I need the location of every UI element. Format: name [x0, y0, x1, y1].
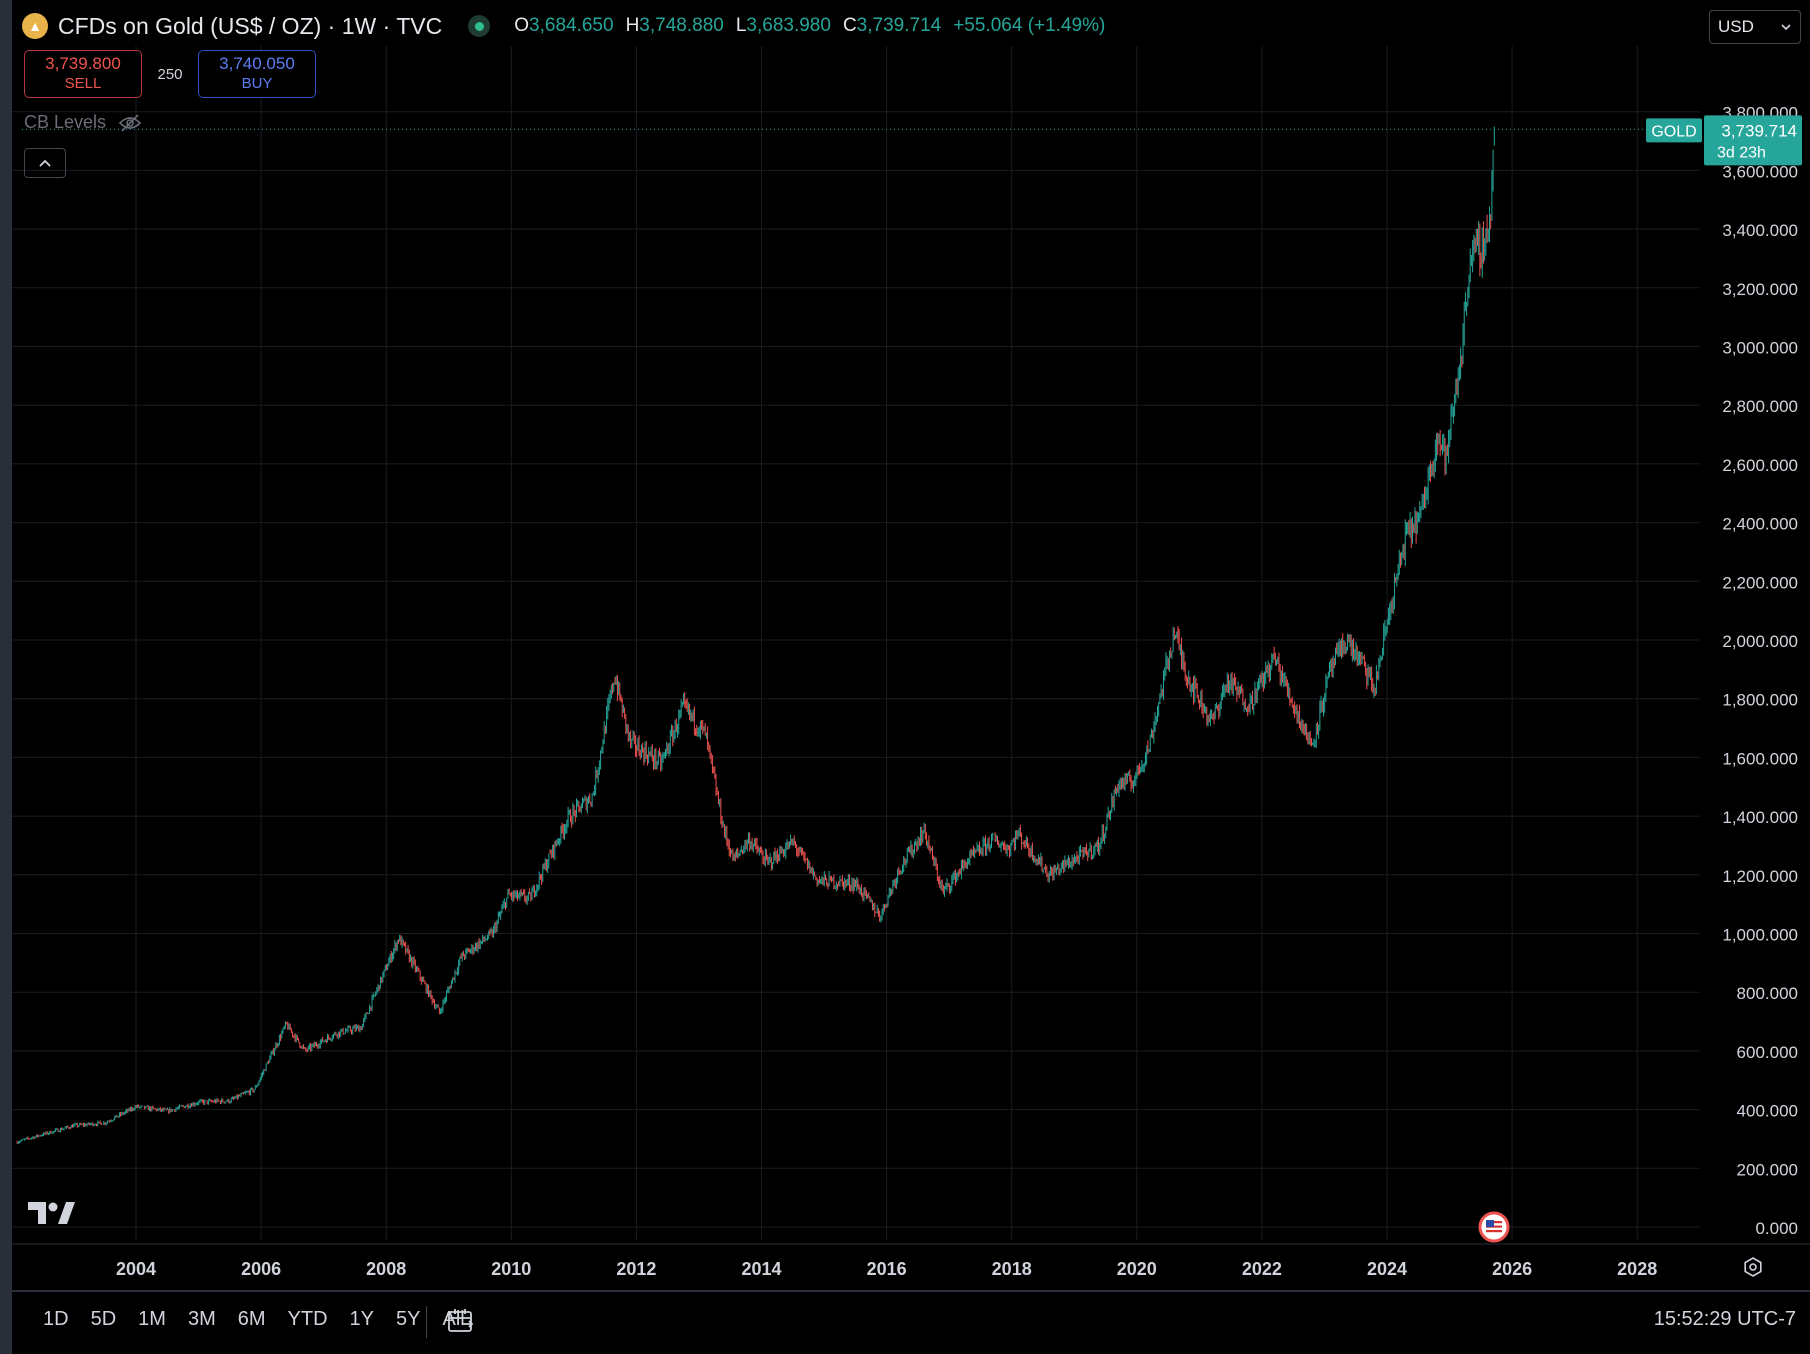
price-tick-label: 600.000 [1737, 1043, 1798, 1062]
range-6m-button[interactable]: 6M [237, 1308, 266, 1330]
high-value: 3,748.880 [639, 15, 724, 36]
collapse-legend-button[interactable] [24, 148, 66, 178]
change-value: +55.064 (+1.49%) [953, 15, 1106, 36]
price-tag-bg [1704, 115, 1802, 166]
price-tick-label: 2,800.000 [1722, 397, 1798, 416]
low-value: 3,683.980 [746, 15, 831, 36]
symbol-tag-label: GOLD [1651, 123, 1696, 140]
buy-label: BUY [241, 75, 273, 92]
range-ytd-button[interactable]: YTD [287, 1308, 328, 1330]
currency-select[interactable]: USD [1709, 10, 1801, 44]
chevron-up-icon [39, 159, 51, 167]
price-tick-label: 1,000.000 [1722, 926, 1798, 945]
ohlc-values: O3,684.650 H3,748.880 L3,683.980 C3,739.… [514, 15, 1105, 37]
range-1m-button[interactable]: 1M [138, 1308, 166, 1330]
candle-series [16, 126, 1495, 1145]
time-tick-label: 2010 [491, 1259, 531, 1279]
bar-countdown: 3d 23h [1717, 144, 1766, 161]
range-all-button[interactable]: All [442, 1308, 465, 1330]
high-label: H [625, 15, 640, 36]
sell-label: SELL [64, 75, 102, 92]
time-tick-label: 2022 [1242, 1259, 1282, 1279]
close-label: C [842, 15, 857, 36]
price-tick-label: 3,400.000 [1722, 221, 1798, 240]
open-label: O [514, 15, 530, 36]
time-tick-label: 2004 [116, 1259, 156, 1279]
price-tick-label: 2,600.000 [1722, 456, 1798, 475]
price-tag-value: 3,739.714 [1721, 121, 1797, 140]
sell-price: 3,739.800 [45, 54, 121, 73]
sell-button[interactable]: 3,739.800 SELL [24, 50, 142, 98]
buy-price: 3,740.050 [219, 54, 295, 73]
time-tick-label: 2014 [741, 1259, 781, 1279]
chevron-down-icon [1781, 24, 1791, 31]
price-tick-label: 800.000 [1737, 984, 1798, 1003]
time-tick-label: 2008 [366, 1259, 406, 1279]
buy-button[interactable]: 3,740.050 BUY [198, 50, 316, 98]
price-tick-label: 3,000.000 [1722, 339, 1798, 358]
currency-value: USD [1718, 17, 1754, 36]
timezone-clock[interactable]: 15:52:29 UTC-7 [1653, 1308, 1796, 1330]
trade-panel: 3,739.800 SELL 250 3,740.050 BUY [24, 50, 316, 98]
price-tick-label: 2,400.000 [1722, 515, 1798, 534]
price-tick-label: 1,600.000 [1722, 749, 1798, 768]
chart-grid [12, 46, 1700, 1240]
us-flag-event-icon[interactable] [1478, 1211, 1510, 1243]
calendar-goto-icon[interactable] [446, 1306, 476, 1336]
price-tick-label: 2,200.000 [1722, 573, 1798, 592]
price-tick-label: 200.000 [1737, 1160, 1798, 1179]
time-tick-label: 2026 [1492, 1259, 1532, 1279]
price-tick-label: 1,400.000 [1722, 808, 1798, 827]
spread-value: 250 [157, 65, 183, 83]
price-tick-label: 1,200.000 [1722, 867, 1798, 886]
chart-header: ▲ CFDs on Gold (US$ / OZ) · 1W · TVC O3,… [22, 10, 1105, 42]
market-status-icon[interactable] [468, 15, 491, 37]
time-tick-label: 2006 [241, 1259, 281, 1279]
price-tick-label: 3,600.000 [1722, 162, 1798, 181]
range-3m-button[interactable]: 3M [187, 1308, 216, 1330]
toolbar-divider [426, 1306, 427, 1338]
close-value: 3,739.714 [856, 15, 942, 36]
range-1d-button[interactable]: 1D [43, 1308, 69, 1330]
range-5d-button[interactable]: 5D [90, 1308, 117, 1330]
time-tick-label: 2024 [1367, 1259, 1407, 1279]
open-value: 3,684.650 [529, 15, 614, 36]
price-tick-label: 0.000 [1755, 1219, 1798, 1238]
symbol-tag-bg [1646, 118, 1702, 143]
last-price-tag: GOLD 3,739.714 3d 23h [1646, 115, 1802, 166]
symbol-title[interactable]: CFDs on Gold (US$ / OZ) · 1W · TVC [58, 12, 443, 39]
time-axis[interactable]: 2004 2006 2008 2010 2012 2014 2016 2018 2020 2022… [12, 1243, 1810, 1279]
time-tick-label: 2018 [992, 1259, 1032, 1279]
date-range-buttons: 1D 5D 1M 3M 6M YTD 1Y 5Y All [32, 1308, 476, 1331]
axis-settings-icon[interactable] [1742, 1256, 1764, 1278]
time-tick-label: 2016 [867, 1259, 907, 1279]
time-tick-label: 2012 [616, 1259, 656, 1279]
time-tick-label: 2020 [1117, 1259, 1157, 1279]
gold-bars-icon: ▲ [22, 13, 48, 39]
indicator-legend[interactable]: CB Levels [24, 112, 142, 133]
indicator-label: CB Levels [24, 112, 107, 132]
range-5y-button[interactable]: 5Y [396, 1308, 421, 1330]
price-tick-label: 2,000.000 [1722, 632, 1798, 651]
low-label: L [735, 15, 747, 36]
time-tick-label: 2028 [1617, 1259, 1657, 1279]
eye-off-icon[interactable] [118, 113, 142, 133]
price-tick-label: 1,800.000 [1722, 691, 1798, 710]
bottom-toolbar: 1D 5D 1M 3M 6M YTD 1Y 5Y All 15:52:29 UT… [12, 1290, 1810, 1354]
price-axis[interactable]: 0.000 200.000 400.000 600.000 800.000 1,000.0… [1646, 104, 1802, 1238]
price-tick-label: 400.000 [1737, 1102, 1798, 1121]
tradingview-logo[interactable] [28, 1200, 76, 1226]
price-tick-label: 3,200.000 [1722, 280, 1798, 299]
range-1y-button[interactable]: 1Y [349, 1308, 375, 1330]
